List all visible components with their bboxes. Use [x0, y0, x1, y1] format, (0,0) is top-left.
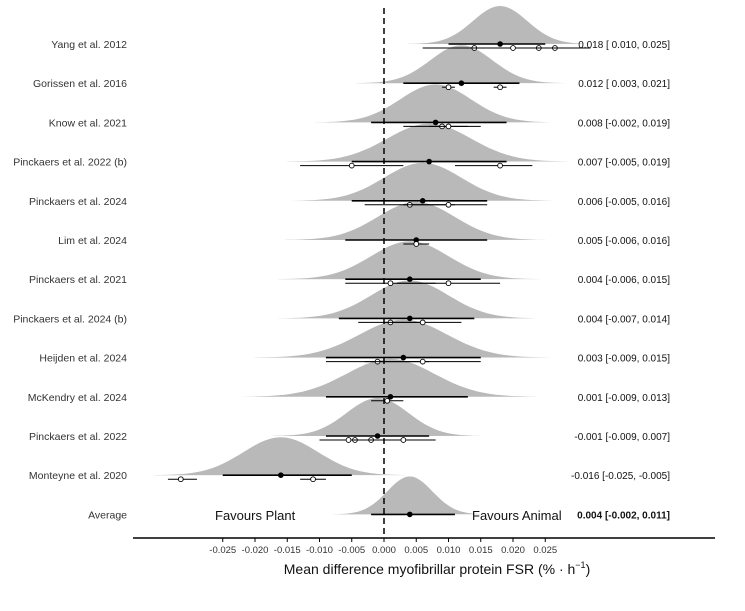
study-label-4: Pinckaers et al. 2024	[29, 196, 127, 208]
estimate-point-9	[387, 394, 394, 400]
density-4	[291, 162, 555, 201]
estimate-point-4	[419, 198, 426, 204]
favours-animal-label: Favours Animal	[472, 508, 562, 523]
ci-label-12: 0.004 [-0.002, 0.011]	[577, 510, 670, 521]
estimate-point-3	[426, 158, 432, 165]
subgroup-point-1-0	[445, 84, 452, 91]
density-10	[272, 398, 483, 436]
study-label-2: Know et al. 2021	[49, 117, 127, 129]
density-2	[315, 84, 557, 123]
density-layer	[153, 6, 593, 515]
x-axis: -0.025 -0.020 -0.015 -0.010 -0.005 0.000 0.005…	[133, 537, 715, 556]
x-tick-label-6: 0.005	[404, 545, 428, 556]
subgroup-point-9-0	[384, 397, 391, 404]
label-layer: Yang et al. 2012 0.018 [ 0.010, 0.025] Gor…	[13, 39, 670, 521]
x-tick-label-0: -0.025	[209, 545, 236, 556]
subgroup-point-6-1	[445, 280, 452, 287]
x-axis-title: Mean difference myofibrillar protein FSR…	[284, 560, 590, 577]
x-tick-label-9: 0.020	[501, 545, 525, 556]
study-label-3: Pinckaers et al. 2022 (b)	[13, 157, 127, 169]
density-7	[278, 280, 542, 319]
subgroup-point-3-1	[497, 162, 503, 169]
estimate-point-7	[407, 315, 413, 322]
ci-label-9: 0.001 [-0.009, 0.013]	[578, 393, 671, 404]
favours-plant-label: Favours Plant	[215, 508, 296, 523]
study-label-1: Gorissen et al. 2016	[33, 78, 127, 90]
density-1	[356, 45, 567, 84]
ci-label-11: -0.016 [-0.025, -0.005]	[571, 471, 670, 482]
x-tick-label-4: -0.005	[338, 545, 365, 556]
study-label-7: Pinckaers et al. 2024 (b)	[13, 313, 127, 325]
study-label-8: Heijden et al. 2024	[39, 353, 127, 365]
study-label-9: McKendry et al. 2024	[28, 392, 127, 404]
estimate-point-10	[374, 433, 381, 439]
estimate-point-1	[458, 80, 465, 86]
density-0	[408, 6, 593, 44]
ci-label-5: 0.005 [-0.006, 0.016]	[578, 236, 671, 247]
study-label-6: Pinckaers et al. 2021	[29, 274, 127, 286]
estimate-point-8	[400, 354, 407, 361]
density-6	[278, 241, 542, 280]
study-label-5: Lim et al. 2024	[58, 235, 127, 247]
density-5	[284, 202, 548, 240]
subgroup-point-6-0	[387, 280, 394, 287]
ci-label-4: 0.006 [-0.005, 0.016]	[578, 197, 671, 208]
x-tick-label-5: 0.000	[372, 545, 396, 556]
x-tick-label-10: 0.025	[533, 545, 557, 556]
density-12	[333, 476, 487, 515]
subgroup-point-10-3	[345, 437, 352, 443]
subgroup-point-0-3	[510, 45, 516, 51]
subgroup-point-8-1	[419, 358, 426, 365]
subgroup-point-2-1	[445, 123, 452, 130]
x-tick-label-2: -0.015	[274, 545, 301, 556]
estimate-point-12	[407, 511, 413, 518]
ci-label-2: 0.008 [-0.002, 0.019]	[578, 118, 671, 129]
subgroup-point-3-0	[348, 162, 355, 169]
estimate-point-5	[413, 237, 420, 243]
subgroup-point-11-1	[310, 476, 316, 483]
ci-label-10: -0.001 [-0.009, 0.007]	[574, 432, 670, 443]
estimate-point-0	[497, 41, 503, 47]
ci-label-3: 0.007 [-0.005, 0.019]	[578, 158, 671, 169]
ci-label-0: 0.018 [ 0.010, 0.025]	[578, 40, 670, 51]
estimate-point-11	[278, 472, 284, 479]
study-label-10: Pinckaers et al. 2022	[29, 431, 127, 443]
subgroup-point-10-2	[400, 437, 407, 443]
density-11	[153, 437, 408, 476]
interval-layer	[167, 41, 591, 518]
ci-label-1: 0.012 [ 0.003, 0.021]	[578, 79, 670, 90]
subgroup-point-7-1	[419, 319, 426, 326]
subgroup-point-11-0	[177, 476, 184, 483]
density-3	[286, 123, 572, 162]
x-tick-label-8: 0.015	[469, 545, 493, 556]
x-tick-label-3: -0.010	[306, 545, 333, 556]
estimate-point-2	[432, 119, 439, 126]
ci-label-8: 0.003 [-0.009, 0.015]	[578, 354, 671, 365]
subgroup-point-4-1	[445, 201, 452, 208]
x-tick-label-1: -0.020	[242, 545, 269, 556]
ci-label-6: 0.004 [-0.006, 0.015]	[578, 275, 671, 286]
subgroup-point-5-0	[413, 241, 420, 247]
estimate-point-6	[407, 276, 413, 283]
study-label-12: Average	[88, 509, 127, 521]
density-9	[241, 358, 540, 397]
x-tick-label-7: 0.010	[437, 545, 461, 556]
study-label-0: Yang et al. 2012	[51, 39, 127, 51]
subgroup-point-1-1	[497, 84, 503, 91]
density-8	[254, 319, 553, 358]
ci-label-7: 0.004 [-0.007, 0.014]	[578, 314, 671, 325]
study-label-11: Monteyne et al. 2020	[29, 470, 127, 482]
